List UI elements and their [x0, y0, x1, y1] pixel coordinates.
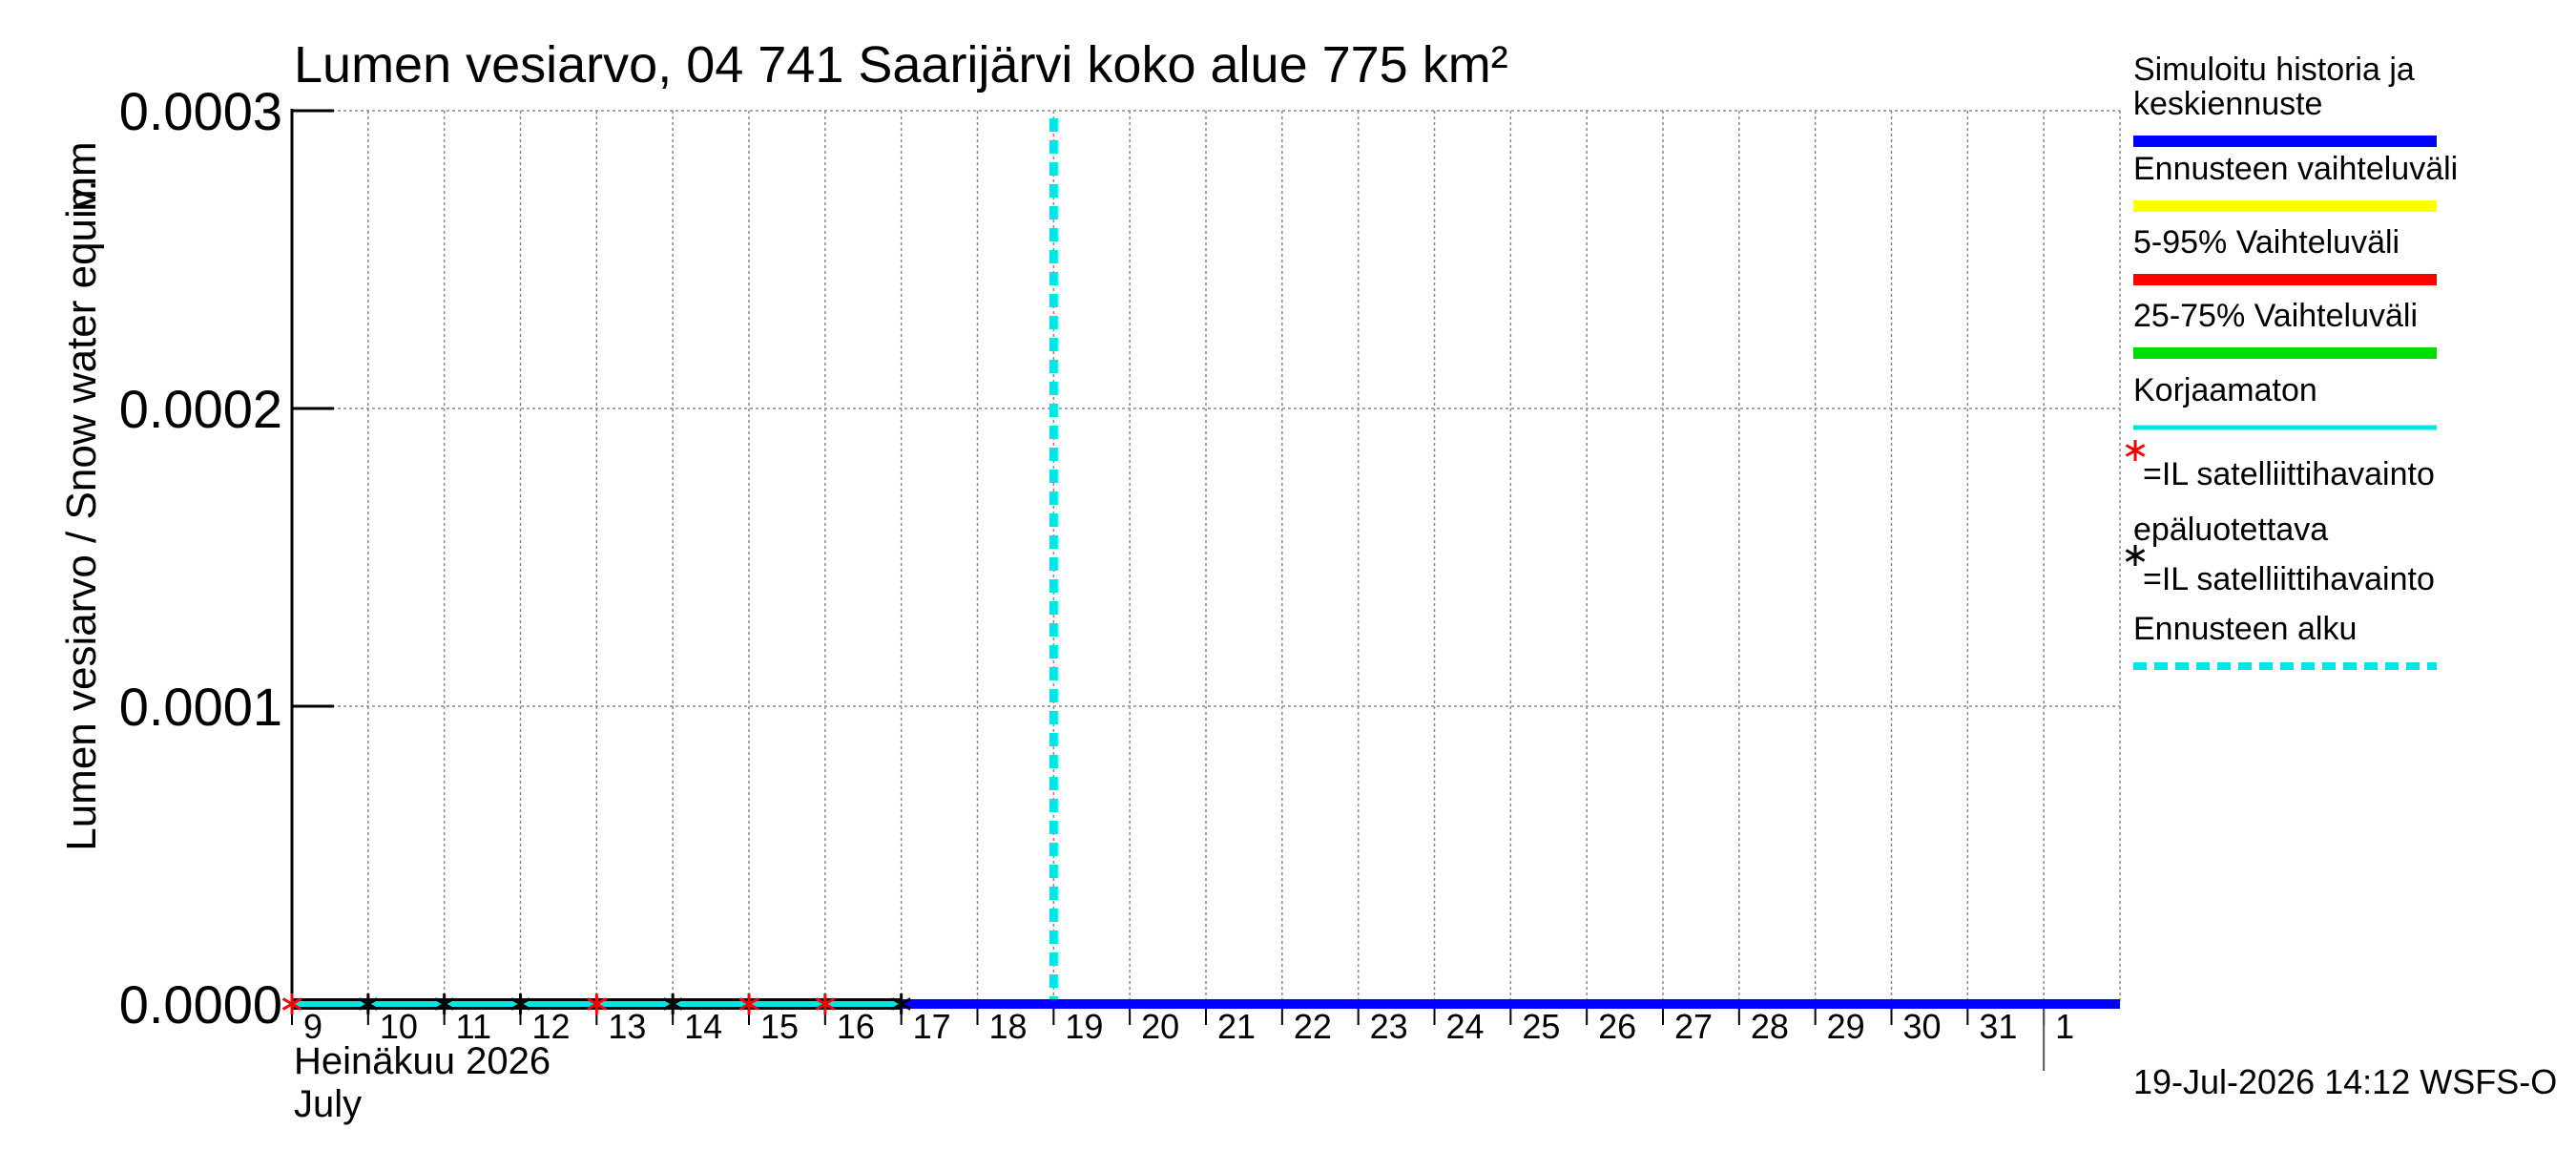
legend-star-icon	[2125, 440, 2146, 461]
x-tick-labels: 9 10 11 12 13 14 15 16 17 18 19 20 21 22 23 24 25 26 27 28 2…	[303, 1007, 2074, 1046]
marker-stroke	[434, 997, 454, 1011]
month-label-fi: Heinäkuu 2026	[294, 1040, 551, 1082]
x-tick-label: 18	[989, 1007, 1028, 1046]
marker-unreliable-satellite	[587, 993, 607, 1014]
marker-stroke	[358, 997, 379, 1011]
legend-label: 5-95% Vaihteluväli	[2133, 224, 2399, 261]
marker-stroke	[815, 997, 836, 1011]
y-tick-label: 0.0001	[119, 677, 282, 737]
x-tick-label: 22	[1294, 1007, 1332, 1046]
legend-star-icon	[2125, 545, 2146, 566]
marker-layer	[281, 993, 911, 1014]
y-axis-unit: mm	[58, 141, 105, 211]
legend-label: =IL satelliittihavainto	[2143, 456, 2435, 492]
y-tick-label: 0.0002	[119, 379, 282, 439]
marker-stroke	[662, 997, 683, 1011]
marker-unreliable-satellite	[815, 993, 836, 1014]
marker-satellite	[891, 993, 911, 1014]
x-tick-label: 20	[1141, 1007, 1179, 1046]
marker-stroke	[738, 997, 759, 1011]
x-tick-label: 15	[760, 1007, 799, 1046]
legend-item: =IL satelliittihavainto	[2125, 545, 2435, 597]
marker-satellite	[510, 993, 530, 1014]
y-axis-label: Lumen vesiarvo / Snow water equiv.	[58, 179, 105, 851]
legend-item: Ennusteen alku	[2133, 611, 2437, 670]
x-tick-label: 12	[532, 1007, 571, 1046]
x-tick-label: 28	[1751, 1007, 1789, 1046]
legend-label: epäluotettava	[2133, 512, 2328, 548]
x-tick-label: 27	[1674, 1007, 1713, 1046]
x-tick-label: 31	[1979, 1007, 2017, 1046]
legend-label: Simuloitu historia ja	[2133, 52, 2415, 88]
chart-title: Lumen vesiarvo, 04 741 Saarijärvi koko a…	[294, 36, 1508, 94]
legend-label: keskiennuste	[2133, 86, 2322, 122]
x-tick-label: 19	[1065, 1007, 1103, 1046]
legend-label: =IL satelliittihavainto	[2143, 561, 2435, 597]
marker-stroke	[587, 997, 607, 1011]
x-tick-label: 1	[2055, 1007, 2074, 1046]
marker-stroke	[2125, 444, 2146, 457]
x-tick-label: 17	[913, 1007, 951, 1046]
legend-label: Korjaamaton	[2133, 372, 2317, 408]
y-tick-label: 0.0003	[119, 81, 282, 141]
footer-timestamp: 19-Jul-2026 14:12 WSFS-O	[2133, 1062, 2557, 1101]
marker-satellite	[434, 993, 454, 1014]
x-tick-label: 23	[1370, 1007, 1408, 1046]
x-tick-label: 13	[608, 1007, 646, 1046]
legend-item: 25-75% Vaihteluväli	[2133, 298, 2437, 359]
x-tick-label: 14	[684, 1007, 722, 1046]
legend-item: Ennusteen vaihteluväli	[2133, 151, 2458, 212]
x-tick-label: 29	[1827, 1007, 1865, 1046]
marker-unreliable-satellite	[281, 993, 302, 1014]
marker-unreliable-satellite	[738, 993, 759, 1014]
legend-item: Korjaamaton	[2133, 372, 2437, 430]
legend-label: 25-75% Vaihteluväli	[2133, 298, 2418, 334]
marker-stroke	[281, 997, 302, 1011]
marker-satellite	[358, 993, 379, 1014]
x-tick-label: 25	[1522, 1007, 1560, 1046]
x-tick-label: 26	[1598, 1007, 1636, 1046]
marker-satellite	[662, 993, 683, 1014]
marker-stroke	[891, 997, 911, 1011]
month-label-en: July	[294, 1083, 362, 1125]
legend-label: Ennusteen vaihteluväli	[2133, 151, 2458, 187]
x-tick-label: 10	[380, 1007, 418, 1046]
x-tick-label: 21	[1217, 1007, 1256, 1046]
marker-stroke	[510, 997, 530, 1011]
legend-label: Ennusteen alku	[2133, 611, 2357, 647]
x-tick-label: 30	[1903, 1007, 1942, 1046]
x-tick-label: 11	[456, 1007, 491, 1046]
x-tick-label: 24	[1446, 1007, 1485, 1046]
y-tick-label: 0.0000	[119, 974, 282, 1035]
y-tick-labels: 0.0000 0.0001 0.0002 0.0003	[119, 81, 282, 1035]
legend-item: 5-95% Vaihteluväli	[2133, 224, 2437, 285]
x-tick-label: 9	[303, 1007, 322, 1046]
legend-item: =IL satelliittihavainto epäluotettava	[2125, 440, 2435, 548]
x-tick-label: 16	[837, 1007, 875, 1046]
marker-stroke	[2125, 549, 2146, 562]
